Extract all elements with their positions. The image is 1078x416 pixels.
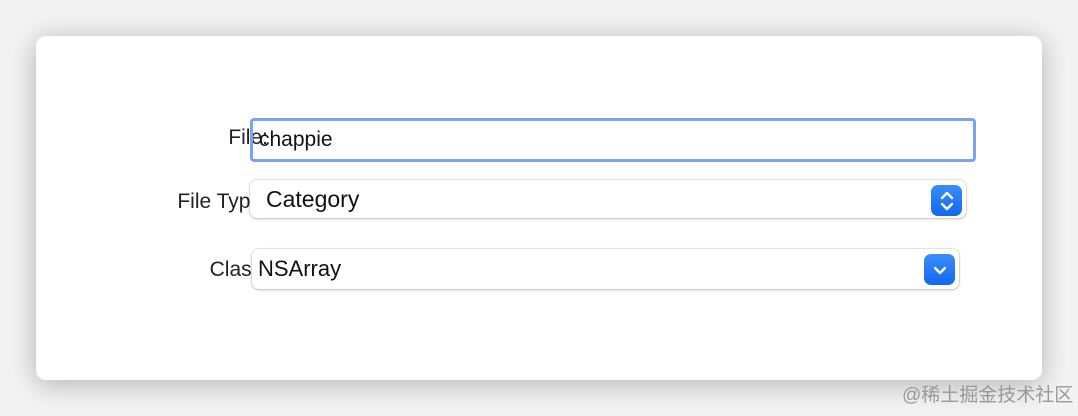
class-popup[interactable]: NSArray bbox=[252, 249, 959, 289]
file-type-value: Category bbox=[266, 186, 360, 212]
chevron-down-icon bbox=[924, 254, 955, 285]
file-type-popup[interactable]: Category bbox=[250, 180, 966, 218]
file-type-label: File Type: bbox=[177, 190, 268, 213]
class-value: NSArray bbox=[258, 256, 342, 281]
up-down-chevron-icon bbox=[931, 185, 962, 216]
watermark: @稀土掘金技术社区 bbox=[902, 385, 1074, 406]
file-name-input[interactable]: chappie bbox=[250, 118, 976, 162]
file-label: File: bbox=[228, 126, 268, 149]
